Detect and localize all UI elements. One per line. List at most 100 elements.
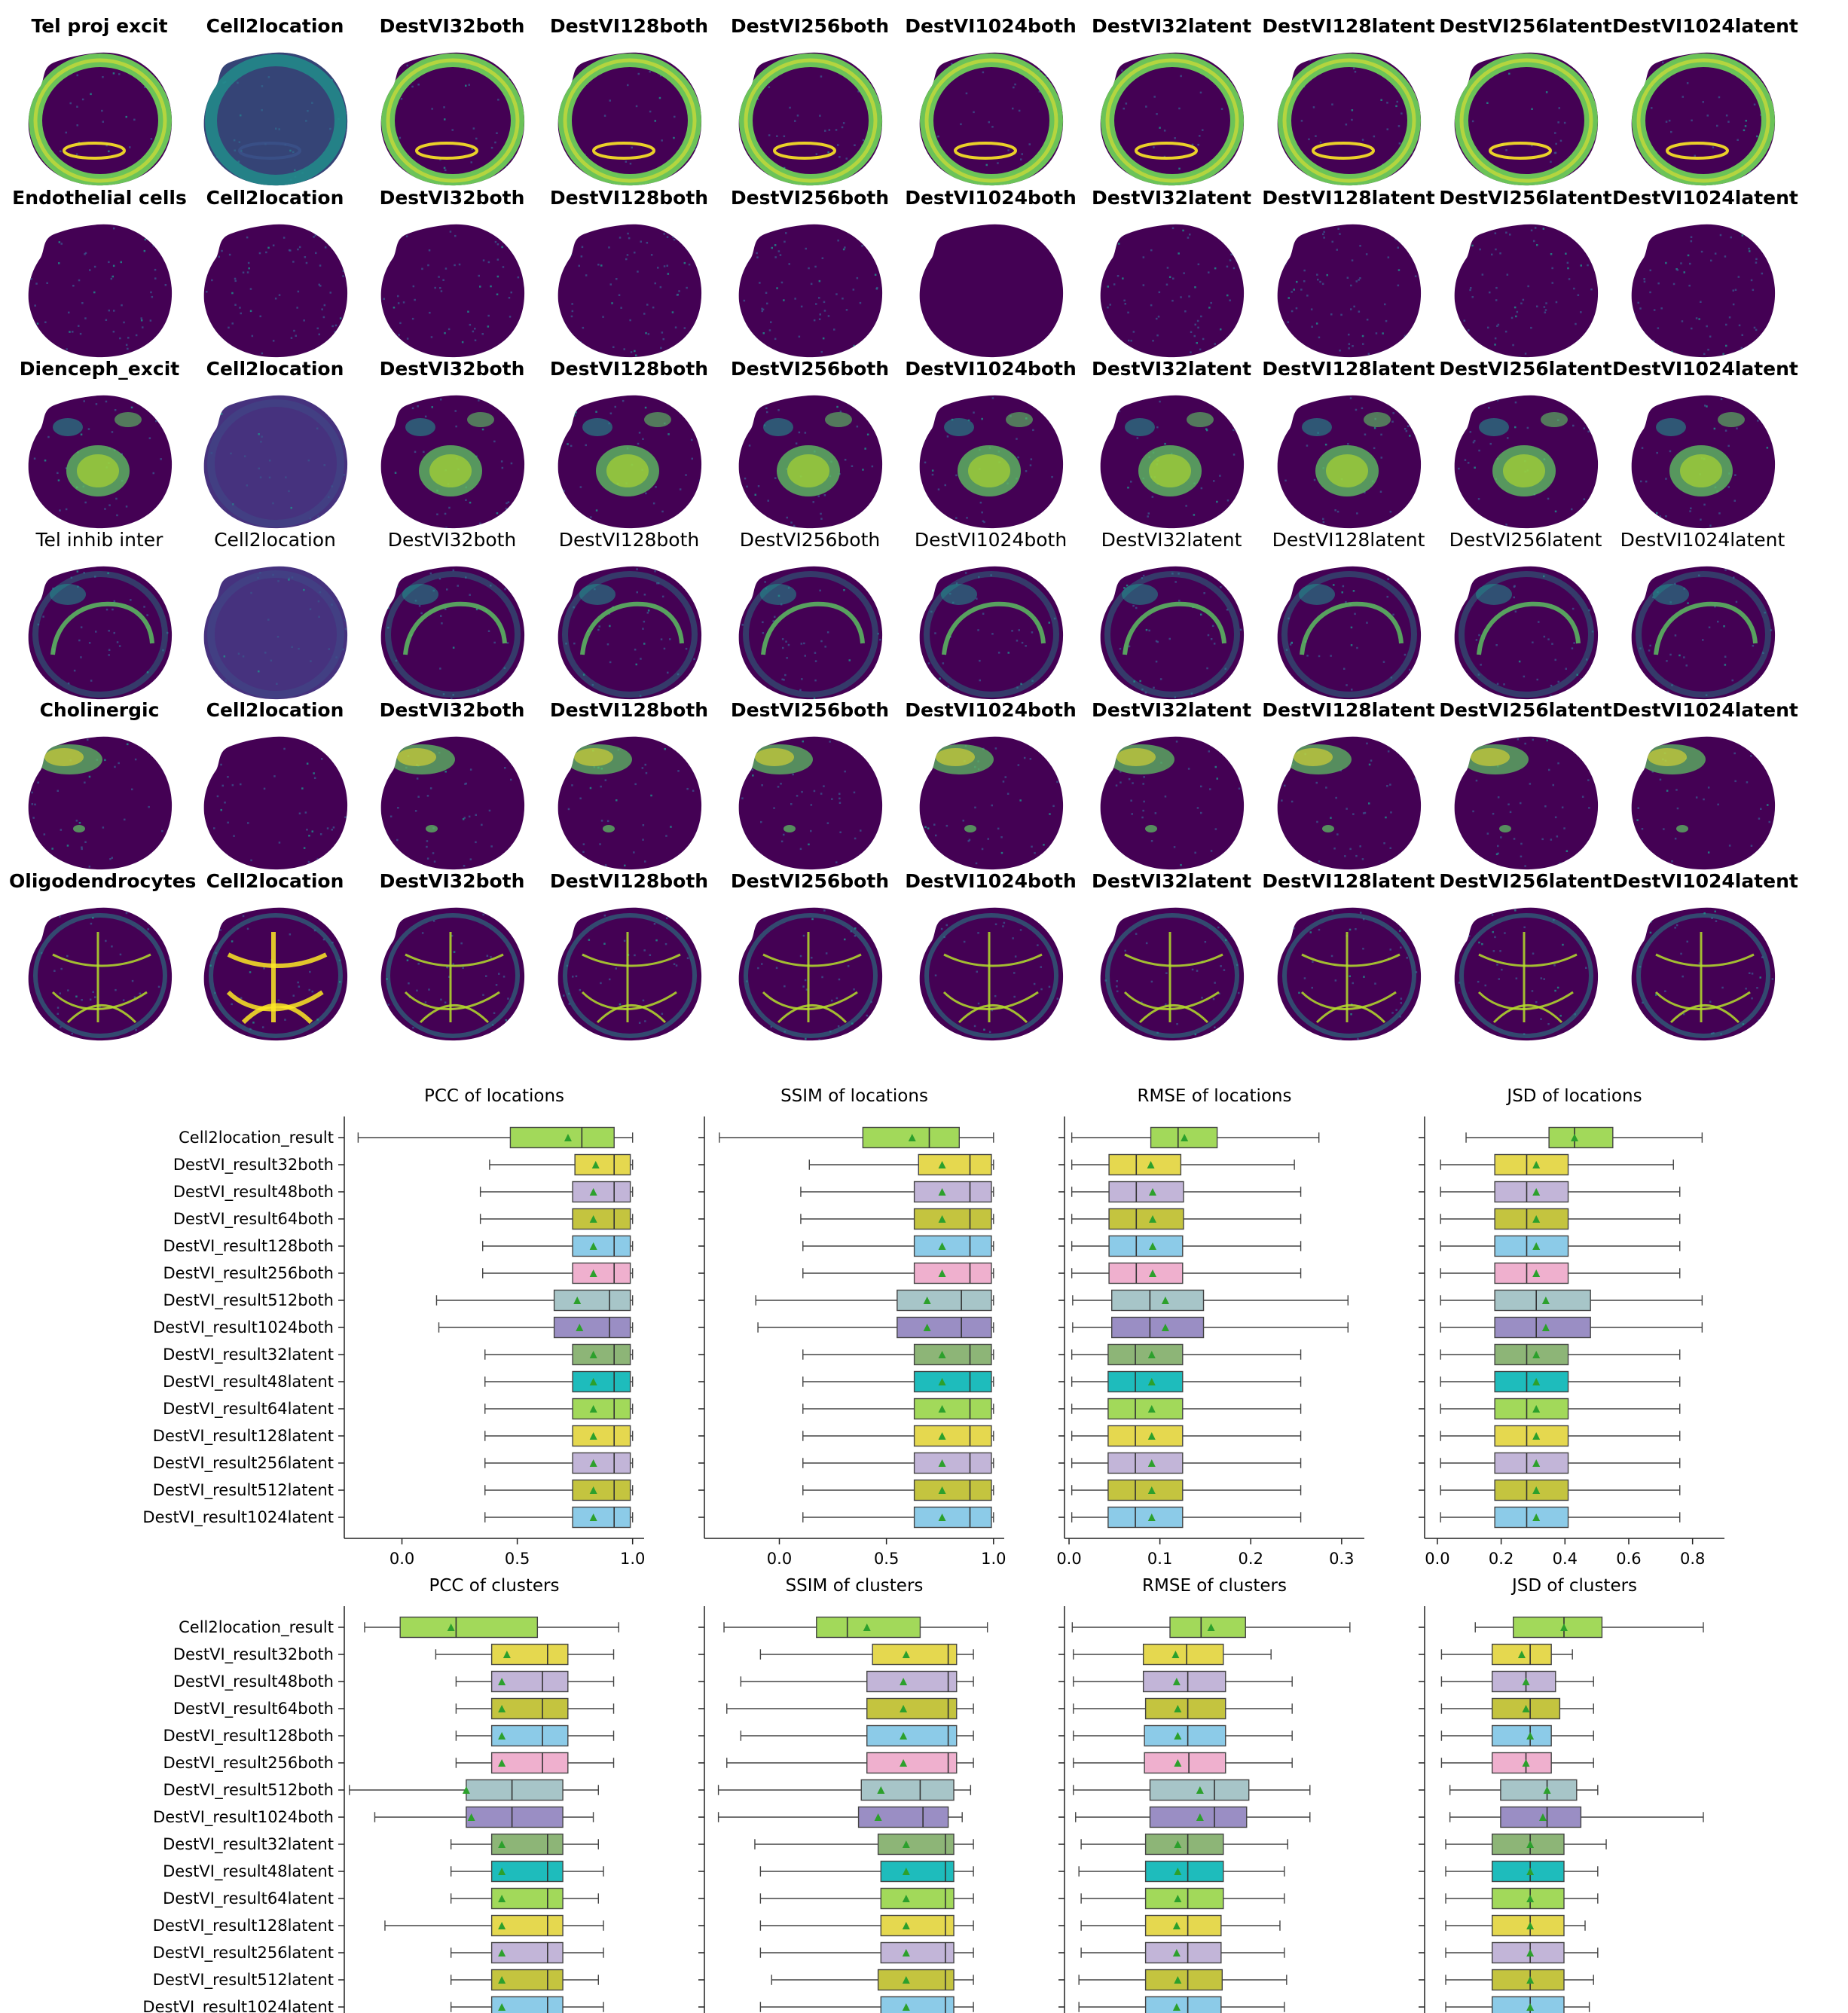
tissue-map [1631,52,1776,186]
tissue-map [1277,395,1422,529]
box [913,1208,992,1230]
map-title: DestVI1024both [905,699,1077,721]
mean-marker [498,1759,506,1767]
mean-marker [908,1134,916,1141]
box [877,1833,955,1856]
box [880,1887,955,1910]
category-label: DestVI_result32latent [163,1835,334,1854]
mean-marker [938,1514,946,1521]
plot-title: PCC of clusters [429,1576,560,1596]
mean-marker [498,1949,506,1956]
tissue-map [1631,736,1776,870]
mean-marker [900,1732,908,1740]
mean-marker [498,1732,506,1740]
tissue-map [919,395,1064,529]
map-title: DestVI32both [379,699,525,721]
box [1144,1969,1223,1991]
tissue-map [380,52,525,186]
tissue-map [557,52,702,186]
box [1491,1941,1565,1964]
box [866,1670,958,1693]
mean-marker [1147,1161,1155,1168]
map-title: DestVI1024both [905,187,1077,209]
map-panel: DestVI128both [539,529,719,700]
mean-marker [498,1868,506,1875]
map-panel: DestVI32both [362,699,542,870]
map-panel: DestVI32latent [1081,15,1262,186]
box [574,1153,631,1176]
tissue-map [1277,52,1422,186]
mean-marker [923,1297,931,1304]
map-title: DestVI128latent [1262,187,1435,209]
box [572,1262,631,1284]
box [490,1670,569,1693]
category-label: DestVI_result512latent [153,1971,334,1990]
tissue-map [1454,566,1599,700]
map-panel: DestVI128latent [1258,870,1439,1041]
map-panel: Oligodendrocytes [9,870,197,1041]
mean-marker [589,1432,597,1440]
mean-marker [498,1705,506,1712]
map-panel: DestVI256latent [1435,15,1616,186]
map-title: Cell2location [214,529,336,551]
box [572,1181,631,1203]
box [1142,1643,1224,1666]
map-panel: DestVI128both [539,187,719,358]
box [913,1479,992,1501]
box [466,1806,564,1828]
map-panel: DestVI256both [719,699,900,870]
tissue-map [1631,224,1776,358]
map-title: Dienceph_excit [19,358,180,380]
box [1144,1941,1222,1964]
x-tick-label: 1.0 [620,1550,645,1568]
mean-marker [462,1786,470,1794]
tissue-map [557,395,702,529]
map-panel: DestVI256latent [1435,358,1616,529]
box [1494,1289,1591,1312]
box [880,1996,955,2013]
tissue-map [380,736,525,870]
mean-marker [1532,1269,1541,1277]
box [913,1343,992,1366]
box [1107,1343,1184,1366]
box [490,1752,569,1774]
map-panel: DestVI1024latent [1612,529,1793,700]
map-panel: DestVI1024latent [1612,358,1798,529]
box [880,1941,955,1964]
mean-marker [938,1269,946,1277]
box [1548,1126,1614,1149]
map-panel: DestVI256latent [1435,699,1616,870]
mean-marker [1174,1840,1182,1848]
tissue-map [919,52,1064,186]
mean-marker [1541,1324,1550,1331]
map-title: DestVI128both [558,529,700,551]
box [572,1479,631,1501]
map-title: Cell2location [206,187,344,209]
box [1491,1914,1565,1937]
tissue-map [28,52,173,186]
mean-marker [1207,1624,1215,1631]
box [553,1316,631,1339]
category-label: DestVI_result32both [173,1645,334,1664]
x-tick-label: 0.2 [1239,1550,1263,1568]
map-title: DestVI256latent [1439,870,1612,892]
mean-marker [1522,1678,1530,1685]
map-panel: DestVI32both [362,187,542,358]
mean-marker [1532,1405,1541,1413]
box [490,1697,569,1720]
mean-marker [589,1269,597,1277]
box [490,1887,564,1910]
mean-marker [863,1624,871,1631]
mean-marker [1172,1949,1181,1956]
tissue-map [919,907,1064,1041]
box [1107,1370,1184,1393]
map-title: Oligodendrocytes [9,870,197,892]
mean-marker [467,1813,475,1821]
mean-marker [1148,1215,1156,1223]
mean-marker [900,1705,908,1712]
mean-marker [589,1242,597,1250]
tissue-map [203,395,348,529]
map-title: Tel inhib inter [35,529,163,551]
mean-marker [938,1459,946,1467]
category-label: DestVI_result128latent [153,1427,334,1446]
